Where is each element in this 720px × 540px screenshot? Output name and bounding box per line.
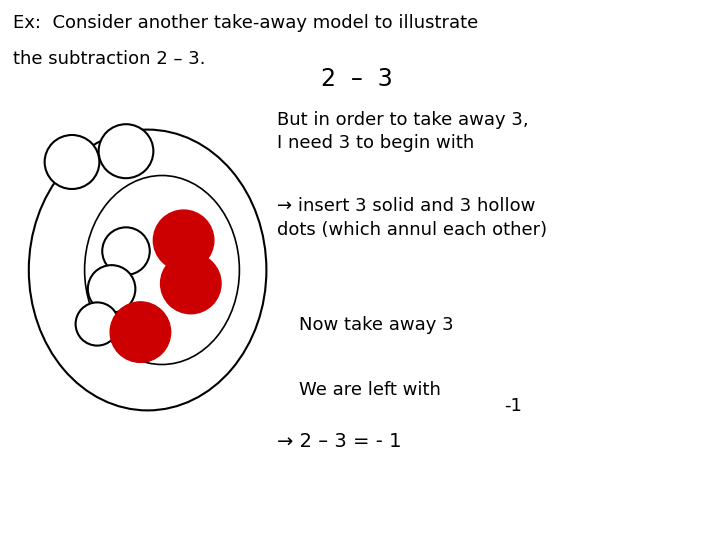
Ellipse shape	[102, 227, 150, 275]
Text: Now take away 3: Now take away 3	[299, 316, 454, 334]
Text: → 2 – 3 = - 1: → 2 – 3 = - 1	[277, 432, 402, 451]
Text: the subtraction 2 – 3.: the subtraction 2 – 3.	[13, 50, 205, 68]
Ellipse shape	[88, 265, 135, 313]
Text: 2  –  3: 2 – 3	[320, 68, 392, 91]
Ellipse shape	[45, 135, 99, 189]
Ellipse shape	[161, 253, 221, 314]
Ellipse shape	[153, 210, 214, 271]
Text: → insert 3 solid and 3 hollow
dots (which annul each other): → insert 3 solid and 3 hollow dots (whic…	[277, 197, 547, 239]
Text: But in order to take away 3,
I need 3 to begin with: But in order to take away 3, I need 3 to…	[277, 111, 528, 152]
Ellipse shape	[76, 302, 119, 346]
Text: We are left with: We are left with	[299, 381, 441, 399]
Ellipse shape	[110, 302, 171, 362]
Text: -1: -1	[504, 397, 522, 415]
Text: Ex:  Consider another take-away model to illustrate: Ex: Consider another take-away model to …	[13, 14, 478, 31]
Ellipse shape	[99, 124, 153, 178]
